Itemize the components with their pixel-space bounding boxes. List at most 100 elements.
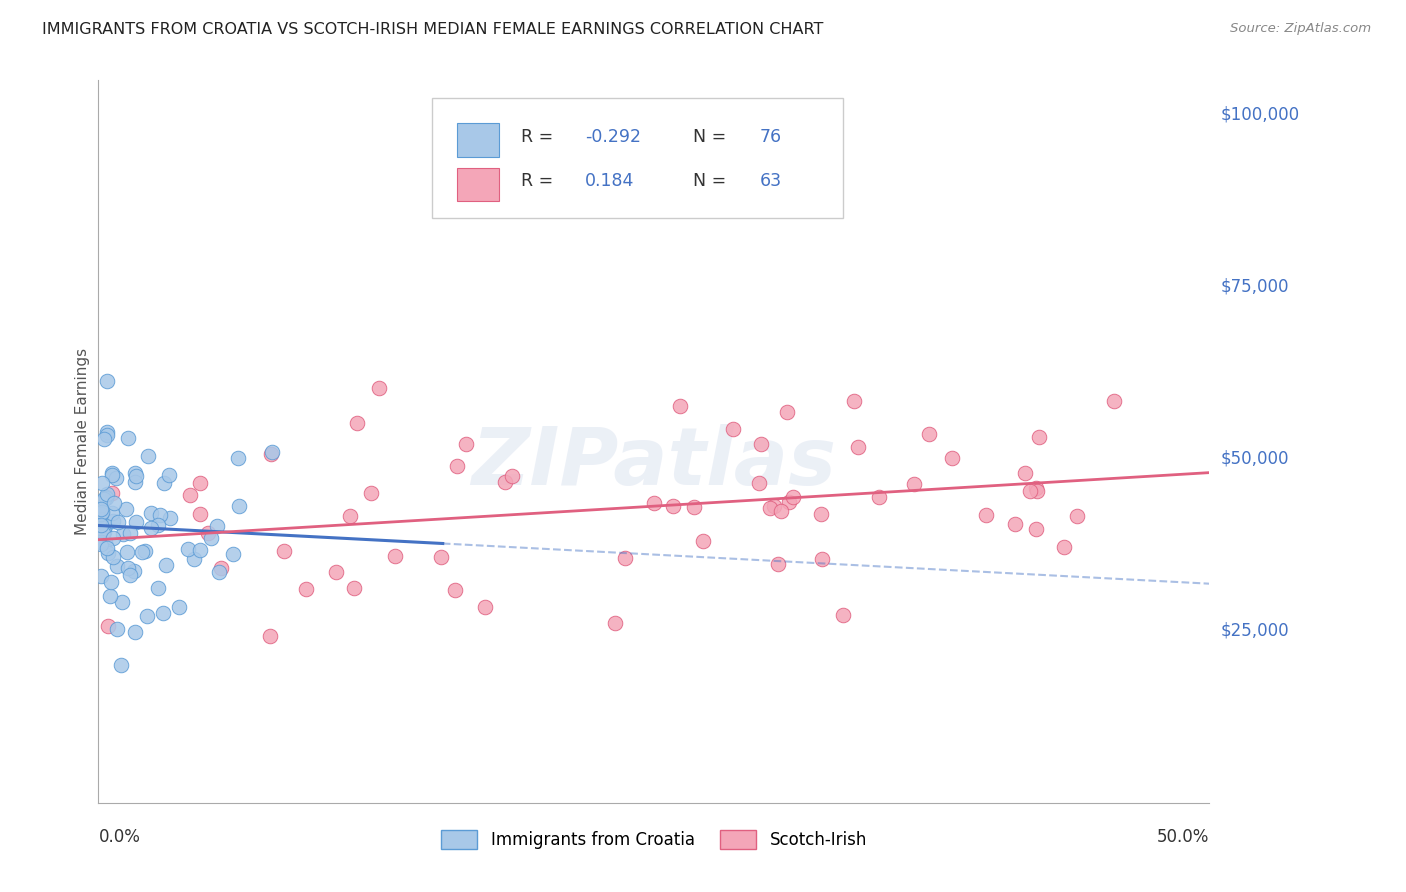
Point: [105, 471, 128, 485]
Text: 63: 63: [759, 172, 782, 190]
Point: [91, 505, 114, 519]
Point: [103, 495, 125, 509]
Text: 0.0%: 0.0%: [98, 828, 141, 846]
Point: [367, 381, 389, 395]
Point: [190, 543, 212, 558]
Point: [134, 544, 156, 558]
Point: [768, 557, 790, 571]
Point: [94, 519, 117, 533]
FancyBboxPatch shape: [432, 98, 842, 218]
Point: [782, 490, 804, 504]
Point: [139, 507, 162, 521]
Point: [474, 600, 496, 615]
Point: [903, 476, 925, 491]
Point: [105, 559, 128, 574]
Point: [188, 507, 211, 521]
Point: [146, 517, 169, 532]
Point: [1053, 540, 1076, 554]
Point: [177, 541, 200, 556]
Y-axis label: Median Female Earnings: Median Female Earnings: [75, 348, 90, 535]
Point: [494, 475, 516, 489]
Point: [1028, 430, 1050, 444]
Point: [209, 561, 232, 575]
Point: [96, 428, 118, 442]
Point: [146, 582, 169, 596]
Text: ZIPatlas: ZIPatlas: [471, 425, 837, 502]
Point: [96, 490, 118, 504]
Point: [105, 623, 128, 637]
Point: [139, 521, 162, 535]
Point: [692, 534, 714, 549]
Point: [197, 526, 219, 541]
Point: [614, 551, 637, 566]
Text: 76: 76: [759, 128, 782, 145]
Text: IMMIGRANTS FROM CROATIA VS SCOTCH-IRISH MEDIAN FEMALE EARNINGS CORRELATION CHART: IMMIGRANTS FROM CROATIA VS SCOTCH-IRISH …: [42, 22, 824, 37]
Point: [179, 488, 201, 502]
Point: [91, 526, 114, 541]
Point: [107, 516, 129, 530]
Point: [101, 507, 124, 521]
Point: [90, 508, 112, 522]
Text: $100,000: $100,000: [1220, 105, 1299, 124]
Point: [96, 374, 118, 388]
Point: [124, 466, 146, 480]
Point: [748, 475, 770, 490]
Text: $50,000: $50,000: [1220, 450, 1289, 467]
Point: [810, 507, 832, 521]
Point: [124, 624, 146, 639]
Point: [159, 511, 181, 525]
Point: [941, 450, 963, 465]
Point: [90, 511, 112, 525]
Point: [343, 581, 366, 595]
Point: [974, 508, 997, 523]
Point: [501, 468, 523, 483]
Point: [454, 437, 477, 451]
Point: [90, 475, 112, 490]
Point: [1025, 522, 1047, 536]
Point: [643, 496, 665, 510]
Point: [97, 545, 120, 559]
Point: [325, 565, 347, 579]
Point: [1104, 394, 1126, 409]
Point: [94, 491, 117, 506]
Point: [94, 535, 117, 549]
Point: [117, 431, 139, 445]
Point: [384, 549, 406, 563]
Point: [90, 535, 112, 549]
Point: [101, 514, 124, 528]
Point: [842, 393, 865, 408]
Point: [669, 399, 692, 413]
Point: [100, 589, 122, 603]
Point: [157, 467, 180, 482]
Bar: [457, 123, 499, 156]
Point: [260, 445, 283, 459]
Point: [846, 440, 869, 454]
Point: [259, 629, 281, 643]
Point: [149, 508, 172, 522]
Text: Source: ZipAtlas.com: Source: ZipAtlas.com: [1230, 22, 1371, 36]
Point: [155, 558, 177, 572]
Text: N =: N =: [693, 128, 731, 145]
Point: [96, 487, 118, 501]
Point: [778, 495, 800, 509]
Point: [93, 432, 115, 446]
Text: -0.292: -0.292: [585, 128, 641, 145]
Point: [918, 426, 941, 441]
Point: [103, 531, 125, 545]
Point: [200, 531, 222, 545]
Point: [110, 658, 132, 673]
Point: [124, 475, 146, 489]
Point: [360, 485, 382, 500]
Point: [101, 550, 124, 565]
Point: [97, 619, 120, 633]
Point: [120, 526, 142, 541]
Legend: Immigrants from Croatia, Scotch-Irish: Immigrants from Croatia, Scotch-Irish: [434, 823, 873, 856]
Point: [682, 500, 704, 514]
Point: [131, 545, 153, 559]
Point: [1025, 481, 1047, 495]
Point: [183, 552, 205, 566]
Point: [1026, 483, 1049, 498]
Point: [110, 595, 132, 609]
Point: [662, 499, 685, 513]
Point: [1066, 509, 1088, 524]
